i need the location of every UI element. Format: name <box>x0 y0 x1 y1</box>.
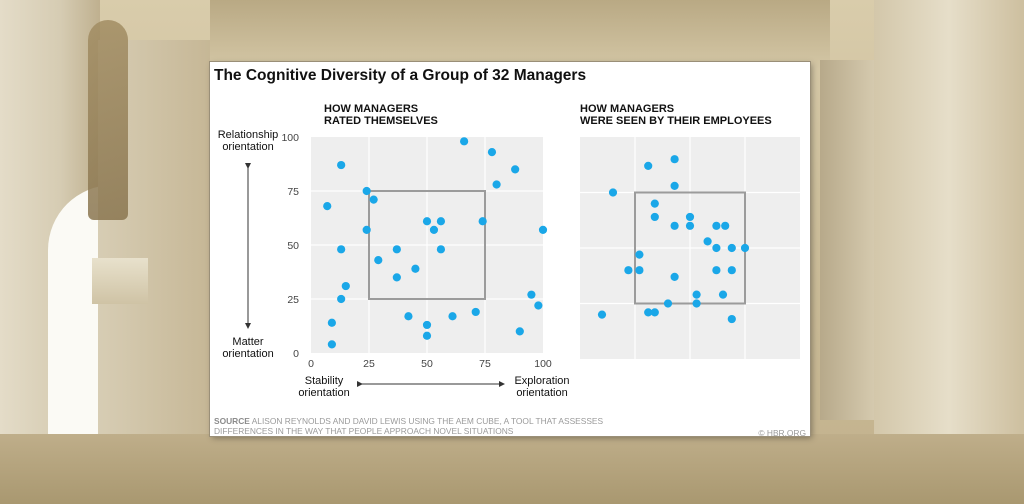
source-label: SOURCE <box>214 416 250 426</box>
y-tick-label: 0 <box>293 348 299 360</box>
data-point <box>624 266 633 275</box>
background-floor <box>0 434 1024 504</box>
data-point <box>692 290 701 299</box>
y-tick-label: 25 <box>287 294 299 306</box>
data-point <box>718 290 728 299</box>
x-tick-label: 0 <box>308 358 314 370</box>
background-statue <box>88 20 128 220</box>
data-point <box>392 273 401 282</box>
data-point <box>436 245 446 254</box>
data-point <box>703 237 712 246</box>
right-scatter-plot <box>580 137 800 359</box>
data-point <box>429 225 439 234</box>
data-point <box>492 180 501 189</box>
data-point <box>323 202 332 211</box>
background-pedestal <box>92 258 148 304</box>
data-point <box>650 199 659 208</box>
data-point <box>341 281 350 291</box>
data-point <box>608 188 618 197</box>
data-point <box>515 327 524 336</box>
x-axis-left-label: Stability orientation <box>298 375 350 399</box>
data-point <box>362 186 371 196</box>
background-pillar-right <box>874 0 1024 504</box>
data-point <box>404 312 413 321</box>
data-point <box>534 301 543 310</box>
data-point <box>670 221 679 230</box>
data-point <box>337 294 346 304</box>
data-point <box>650 308 659 317</box>
data-point <box>635 266 644 275</box>
data-point <box>685 221 695 230</box>
background-arch <box>820 60 880 420</box>
x-tick-label: 100 <box>534 358 552 370</box>
data-point <box>337 245 346 254</box>
data-point <box>727 243 736 253</box>
x-tick-label: 75 <box>479 358 491 370</box>
data-point <box>362 225 371 234</box>
data-point <box>670 272 679 281</box>
data-point <box>436 217 446 226</box>
data-point <box>597 310 607 319</box>
source-note: SOURCE ALISON REYNOLDS AND DAVID LEWIS U… <box>214 416 634 436</box>
y-tick-label: 100 <box>281 132 299 144</box>
data-point <box>527 290 536 299</box>
data-point <box>721 221 730 230</box>
scatter-plots: 0 25 50 75 100 0 25 50 75 100 <box>245 132 800 387</box>
data-point <box>644 161 653 170</box>
background-vault <box>210 0 830 70</box>
y-axis-top-label: Relationship orientation <box>217 129 279 153</box>
data-point <box>644 308 653 317</box>
data-point <box>712 221 721 230</box>
credit-text: © HBR.ORG <box>758 428 806 438</box>
data-point <box>392 245 401 254</box>
left-chart-subtitle: HOW MANAGERS RATED THEMSELVES <box>324 103 438 127</box>
data-point <box>740 243 750 253</box>
data-point <box>538 225 548 234</box>
data-point <box>422 331 432 340</box>
data-point <box>727 266 736 275</box>
x-axis-right-label: Exploration orientation <box>514 375 570 399</box>
data-point <box>712 266 721 275</box>
data-point <box>327 340 336 349</box>
data-point <box>727 314 736 324</box>
right-chart-subtitle: HOW MANAGERS WERE SEEN BY THEIR EMPLOYEE… <box>580 103 772 127</box>
data-point <box>471 307 480 317</box>
data-point <box>460 137 469 146</box>
data-point <box>650 212 659 222</box>
infographic-card: The Cognitive Diversity of a Group of 32… <box>210 62 810 438</box>
data-point <box>511 165 520 174</box>
orientation-arrows <box>245 163 505 387</box>
y-tick-label: 75 <box>287 186 299 198</box>
data-point <box>337 160 346 170</box>
data-point <box>369 195 378 204</box>
data-point <box>422 320 432 330</box>
chart-title: The Cognitive Diversity of a Group of 32… <box>214 67 587 84</box>
source-text: ALISON REYNOLDS AND DAVID LEWIS USING TH… <box>214 416 604 436</box>
middle-range-box <box>368 190 486 300</box>
data-point <box>374 256 383 265</box>
data-point <box>670 155 679 164</box>
data-point <box>670 181 679 190</box>
data-point <box>692 299 701 308</box>
data-point <box>327 318 336 327</box>
data-point <box>635 250 644 259</box>
y-tick-label: 50 <box>287 240 299 252</box>
y-axis-bottom-label: Matter orientation <box>222 336 274 360</box>
data-point <box>685 212 695 222</box>
data-point <box>411 264 420 273</box>
data-point <box>663 299 673 308</box>
data-point <box>712 243 721 253</box>
data-point <box>478 217 487 226</box>
x-tick-label: 25 <box>363 358 375 370</box>
x-tick-label: 50 <box>421 358 433 370</box>
data-point <box>448 312 457 321</box>
left-scatter-plot: 0 25 50 75 100 0 25 50 75 100 <box>281 132 551 370</box>
data-point <box>487 148 497 157</box>
data-point <box>422 217 432 226</box>
